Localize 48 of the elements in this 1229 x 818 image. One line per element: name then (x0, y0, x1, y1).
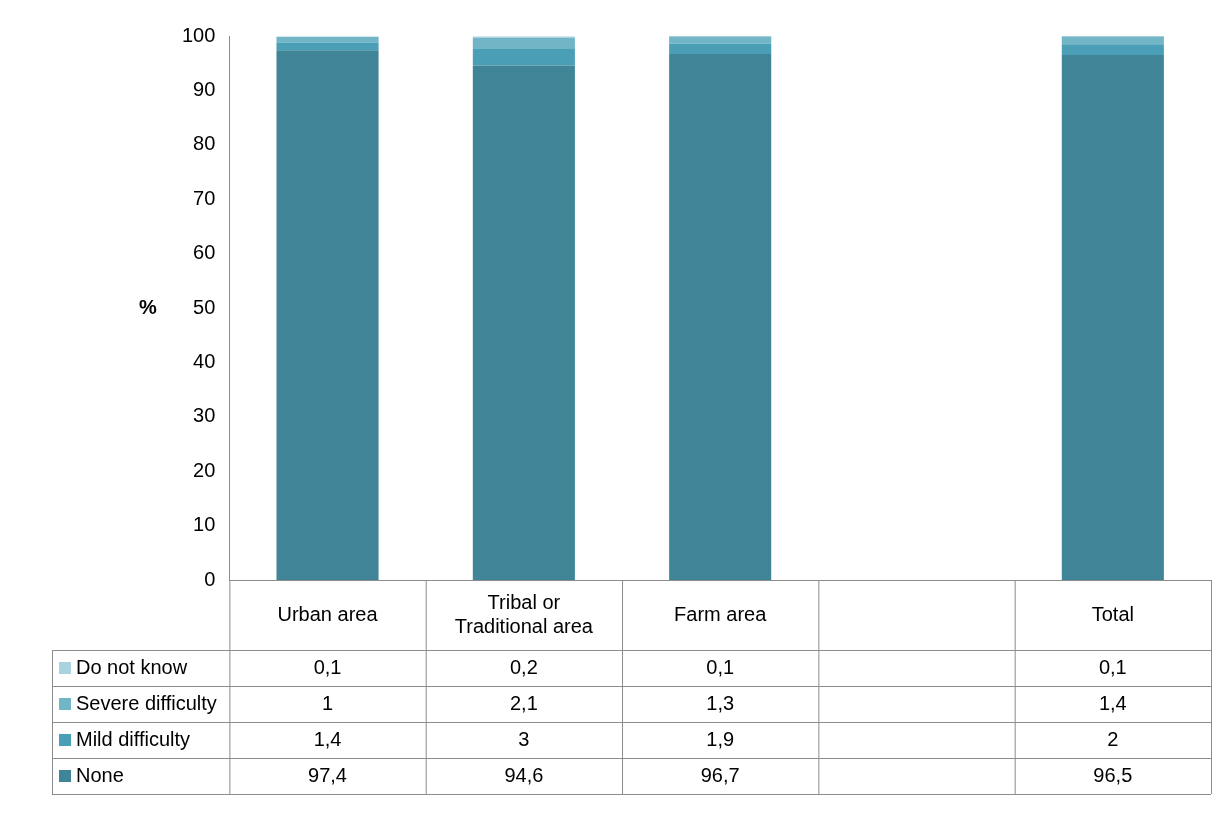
y-tick-label: 70 (193, 186, 216, 209)
data-label: 1,3 (706, 691, 735, 714)
data-label: 0,1 (706, 655, 735, 678)
y-tick-label: 30 (193, 404, 216, 427)
data-label: 96,5 (1093, 763, 1133, 786)
data-label: 0,1 (313, 655, 342, 678)
y-axis-title: % (139, 295, 158, 318)
y-tick-label: 80 (193, 132, 216, 155)
bar (1061, 44, 1164, 56)
legend-label: Do not know (76, 655, 188, 678)
bar (276, 42, 379, 51)
bar (1061, 55, 1164, 580)
y-tick-label: 40 (193, 349, 216, 372)
bar (1061, 36, 1164, 45)
bar (472, 49, 575, 66)
y-tick-label: 10 (193, 513, 216, 536)
data-label: 0,2 (509, 655, 538, 678)
legend-label: Mild difficulty (76, 727, 191, 750)
y-tick-label: 20 (193, 458, 216, 481)
data-label: 3 (518, 727, 530, 750)
legend-label: Severe difficulty (76, 691, 217, 714)
data-label: 96,7 (700, 763, 740, 786)
bar (669, 53, 772, 580)
x-tick-label: Farm area (674, 602, 768, 625)
y-tick-label: 50 (193, 295, 216, 318)
y-tick-label: 100 (181, 23, 216, 46)
data-label: 94,6 (504, 763, 544, 786)
data-label: 2 (1107, 727, 1119, 750)
x-tick-label: Total (1091, 602, 1134, 625)
data-label: 1,9 (706, 727, 735, 750)
data-label: 1 (321, 691, 334, 714)
y-tick-label: 0 (204, 567, 216, 590)
data-label: 2,1 (509, 691, 538, 714)
bar (669, 43, 772, 54)
data-label: 1,4 (1098, 691, 1127, 714)
bar (472, 37, 575, 50)
x-tick-label: Urban area (277, 602, 379, 625)
bar (276, 37, 379, 43)
bar (472, 65, 575, 580)
bar (276, 50, 379, 580)
x-tick-label: Tribal or Traditional area (454, 590, 594, 637)
data-label: 97,4 (308, 763, 347, 786)
y-tick-label: 60 (193, 241, 216, 264)
bar (669, 36, 772, 44)
legend-label: None (76, 763, 124, 786)
data-label: 1,4 (313, 727, 342, 750)
data-label: 0,1 (1098, 655, 1127, 678)
y-tick-label: 90 (193, 77, 216, 100)
